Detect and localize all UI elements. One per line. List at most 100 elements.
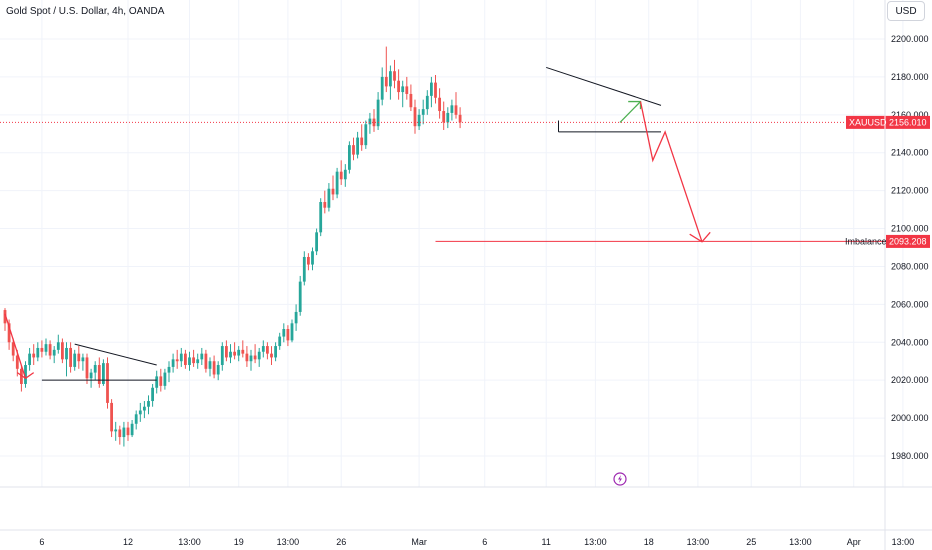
candle-body xyxy=(425,95,429,110)
lightning-icon xyxy=(613,472,627,486)
candle xyxy=(192,349,195,367)
candle xyxy=(335,167,339,199)
candle-body xyxy=(331,188,335,195)
candle xyxy=(36,342,40,362)
candle xyxy=(122,421,126,447)
candle-body xyxy=(151,387,154,402)
candle xyxy=(171,353,175,373)
candle xyxy=(401,80,405,108)
candle-body xyxy=(393,71,396,81)
candle-body xyxy=(48,344,52,356)
candle xyxy=(450,99,454,121)
candle-body xyxy=(69,347,72,367)
candle-body xyxy=(458,114,462,123)
candle-body xyxy=(126,427,130,436)
candle xyxy=(118,425,122,445)
candle-body xyxy=(110,402,113,432)
candle-body xyxy=(118,429,122,438)
candle-body xyxy=(102,363,105,384)
candle-body xyxy=(315,232,318,252)
candle xyxy=(184,349,187,369)
candle-body xyxy=(196,359,200,364)
candle-body xyxy=(302,256,306,282)
candle xyxy=(61,338,64,364)
candle xyxy=(458,107,462,129)
candle xyxy=(56,334,60,354)
x-tick-label: 6 xyxy=(39,537,44,547)
x-tick-label: 26 xyxy=(336,537,346,547)
candle-body xyxy=(241,349,245,354)
candle xyxy=(48,340,52,360)
candle xyxy=(73,349,77,371)
y-tick-label: 2140.000 xyxy=(891,148,929,158)
candle xyxy=(138,402,142,422)
candle xyxy=(102,359,105,386)
candle-body xyxy=(233,351,236,356)
candle xyxy=(454,92,458,119)
current-price-tag-bg xyxy=(846,115,930,129)
candle-body xyxy=(163,372,167,386)
drawings-layer xyxy=(0,66,885,381)
x-tick-label: Apr xyxy=(847,537,861,547)
candle xyxy=(282,323,286,343)
candle xyxy=(134,410,138,430)
candle xyxy=(286,325,290,347)
candle xyxy=(249,349,253,371)
candle-body xyxy=(175,359,179,362)
y-tick-label: 2120.000 xyxy=(891,186,929,196)
candle-body xyxy=(184,353,187,366)
x-tick-label: 13:00 xyxy=(277,537,300,547)
candle xyxy=(425,90,429,115)
candle-body xyxy=(114,429,118,432)
candle-body xyxy=(352,145,355,155)
candle xyxy=(261,340,265,358)
candle-body xyxy=(282,329,286,337)
candle xyxy=(114,421,118,441)
candle-body xyxy=(147,401,150,407)
candle-body xyxy=(134,414,138,424)
y-axis: 2200.000 2180.000 2160.000 2140.000 2120.000… xyxy=(884,0,929,550)
candle xyxy=(446,107,450,129)
x-tick-label: 19 xyxy=(234,537,244,547)
y-tick-label: 2040.000 xyxy=(891,337,929,347)
y-tick-label: 2200.000 xyxy=(891,34,929,44)
candle xyxy=(147,395,150,415)
candle xyxy=(409,84,413,112)
candle xyxy=(208,357,212,377)
candle xyxy=(69,342,72,373)
candle xyxy=(3,308,7,331)
candle-body xyxy=(405,86,409,94)
candle-body xyxy=(376,99,380,127)
candle-body xyxy=(384,76,388,87)
red-projection-arrow-head xyxy=(689,231,711,243)
candle xyxy=(204,349,208,373)
candle-body xyxy=(335,171,339,195)
candle xyxy=(413,99,417,134)
candle xyxy=(421,99,425,125)
price-tags: XAUUSD 2156.010 Imbalance 2093.208 xyxy=(845,115,930,248)
candle-body xyxy=(130,423,134,436)
imbalance-label: Imbalance xyxy=(845,236,887,246)
x-tick-label: Mar xyxy=(411,537,427,547)
event-marker[interactable] xyxy=(613,472,627,486)
x-tick-label: 13:00 xyxy=(687,537,710,547)
candle-body xyxy=(290,323,294,341)
candle-body xyxy=(409,93,413,108)
candle xyxy=(331,175,335,201)
candle-body xyxy=(261,346,265,352)
candle-body xyxy=(368,118,372,125)
candle xyxy=(405,76,409,100)
candle xyxy=(159,368,163,392)
candle-body xyxy=(15,355,19,369)
y-tick-label: 2000.000 xyxy=(891,413,929,423)
candle xyxy=(179,347,183,367)
candle-body xyxy=(81,357,85,362)
resistance-line-left xyxy=(74,343,157,366)
y-tick-label: 2020.000 xyxy=(891,375,929,385)
x-tick-label: 18 xyxy=(644,537,654,547)
candle-body xyxy=(245,353,249,362)
candle xyxy=(307,253,310,271)
candle-body xyxy=(167,366,171,373)
currency-button[interactable]: USD xyxy=(887,1,925,21)
